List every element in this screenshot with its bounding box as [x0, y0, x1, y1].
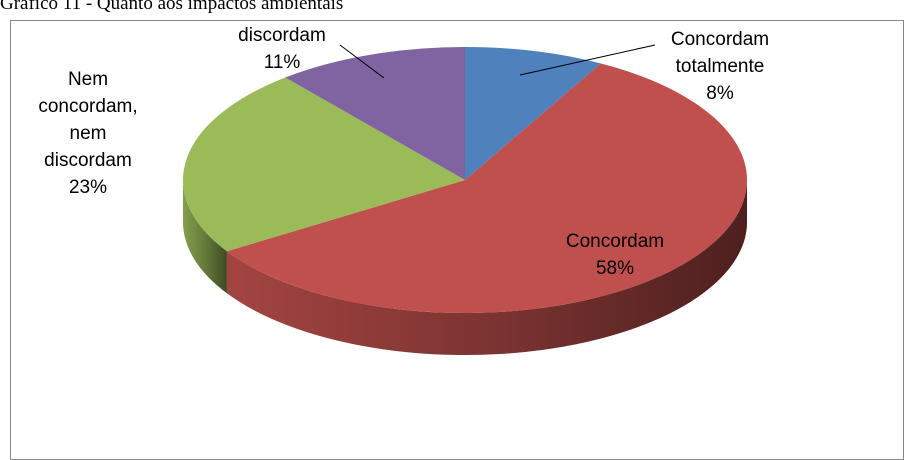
chart-title: Gráfico 11 - Quanto aos impactos ambient… — [0, 0, 344, 14]
slice — [182, 77, 465, 252]
pie-walls — [183, 180, 747, 355]
slice-label: Concordam 58% — [540, 228, 690, 282]
leader-line — [519, 44, 656, 76]
category-label: discordam — [238, 25, 326, 46]
category-label: Concordam — [565, 231, 665, 252]
slice-side-shade — [183, 180, 227, 294]
value-label: 8% — [706, 83, 734, 104]
slice — [285, 47, 465, 180]
slice — [465, 47, 601, 180]
category-label: Concordam totalmente — [670, 29, 770, 77]
leader-line — [339, 44, 385, 79]
slice-label: Nem concordam, nem discordam 23% — [29, 66, 147, 201]
category-label: Nem concordam, nem discordam — [38, 69, 138, 171]
slice-label: Concordam totalmente 8% — [645, 26, 795, 107]
value-label: 58% — [595, 258, 635, 279]
slice-side-shade — [226, 180, 747, 355]
value-label: 23% — [68, 177, 108, 198]
pie-tops — [182, 47, 747, 314]
slice-label: discordam 11% — [217, 22, 347, 76]
value-label: 11% — [263, 52, 301, 73]
slice — [226, 63, 747, 314]
